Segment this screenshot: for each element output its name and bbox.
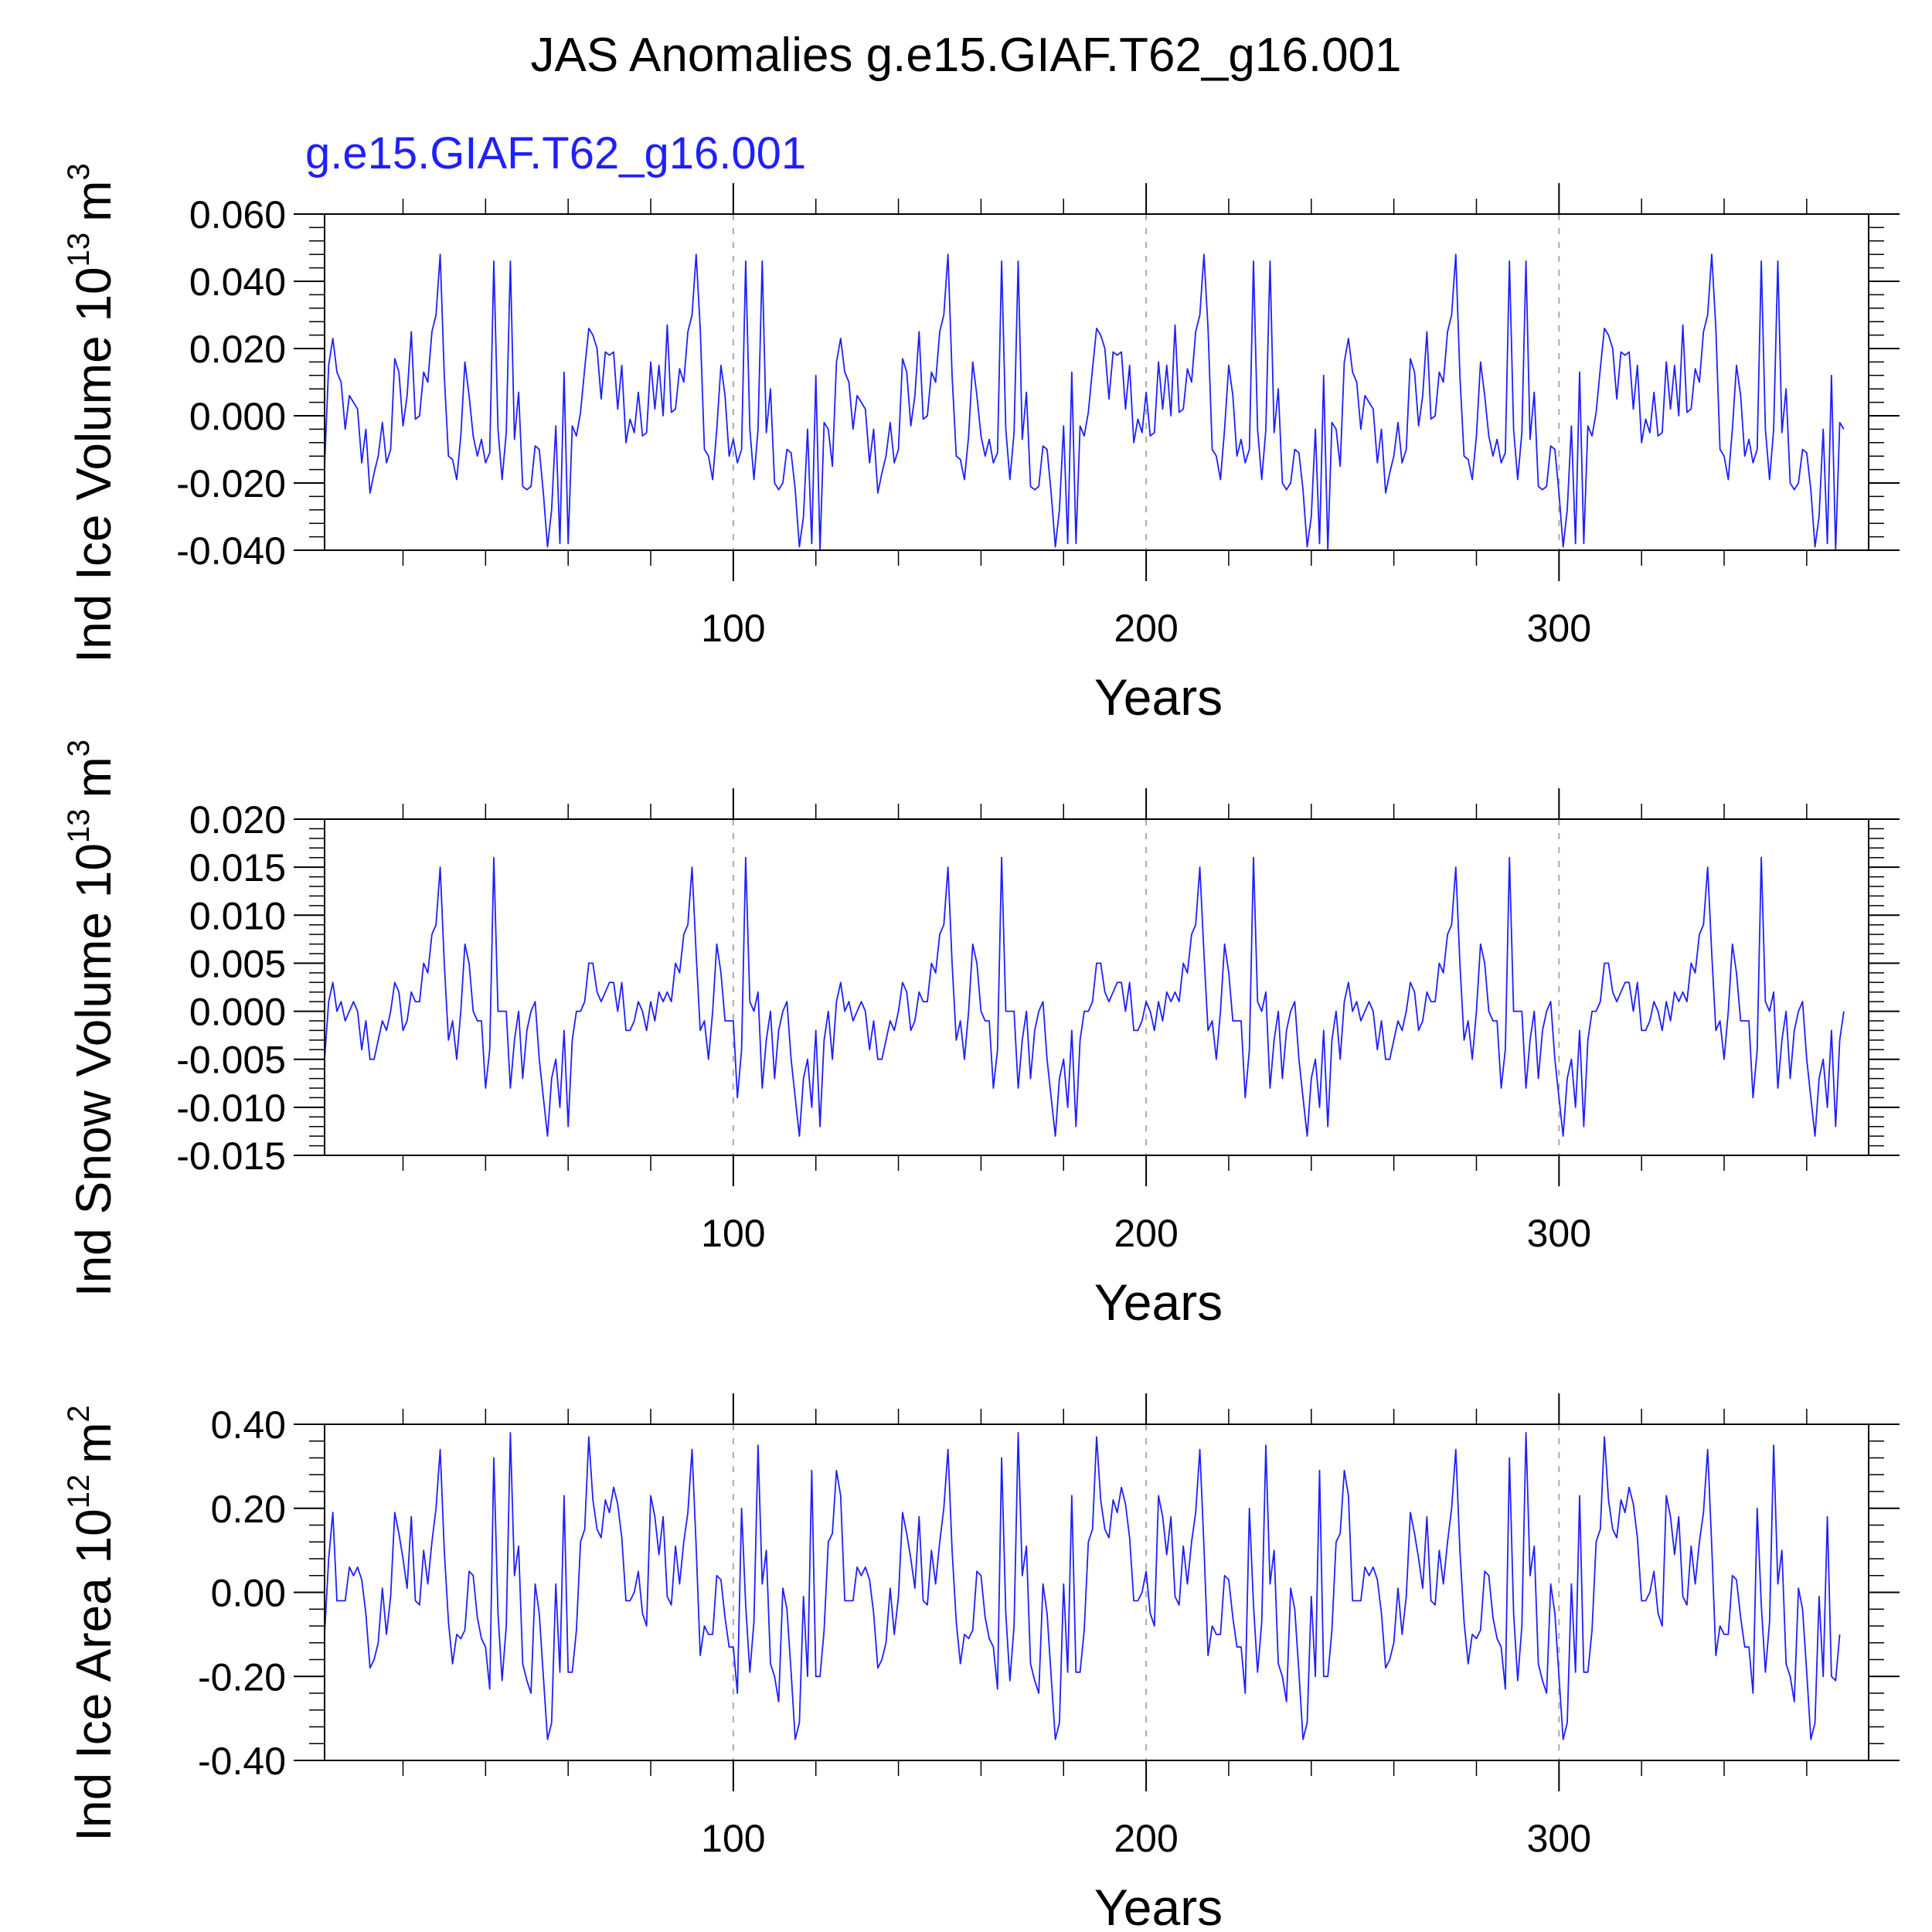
y-label-exponent: 13	[62, 233, 96, 267]
y-tick-label: 0.005	[189, 942, 286, 985]
panel-ice-area: -0.40 -0.20 0.00 0.20 0.40 100 200 300 Years Ind …	[62, 1393, 1900, 1932]
plot-frame	[324, 213, 1869, 551]
x-axis-label: Years	[1094, 668, 1223, 726]
x-tick-label: 200	[1114, 607, 1178, 650]
x-axis-label: Years	[1094, 1274, 1223, 1331]
x-tick-label: 100	[701, 1212, 765, 1255]
y-tick-label: -0.040	[176, 529, 286, 573]
y-label-main: Ind Snow Volume 10	[66, 843, 121, 1297]
x-tick-label: 200	[1114, 1212, 1178, 1255]
y-tick-label: 0.015	[189, 846, 286, 889]
y-label-unit: m	[66, 757, 121, 798]
y-tick-label: 0.010	[189, 894, 286, 937]
plot-frame	[324, 818, 1869, 1156]
figure-title: JAS Anomalies g.e15.GIAF.T62_g16.001	[530, 29, 1401, 82]
y-label-unit: m	[66, 181, 121, 222]
data-line-ice-area	[324, 1432, 1841, 1740]
y-label-unit: m	[66, 1422, 121, 1463]
x-axis-label: Years	[1094, 1879, 1223, 1932]
y-label-unit-exponent: 3	[62, 740, 96, 757]
y-tick-label: 0.20	[211, 1488, 286, 1531]
y-tick-label: 0.000	[189, 991, 286, 1034]
y-label-exponent: 12	[62, 1475, 96, 1509]
y-tick-label: 0.020	[189, 328, 286, 371]
y-tick-label: -0.20	[198, 1655, 286, 1699]
x-tick-label: 200	[1114, 1817, 1178, 1860]
y-label-main: Ind Ice Volume 10	[66, 267, 121, 662]
x-tick-label: 100	[701, 1817, 765, 1860]
y-label-unit-exponent: 2	[62, 1405, 96, 1422]
y-label-unit-exponent: 3	[62, 163, 96, 180]
y-tick-label: -0.015	[176, 1134, 286, 1178]
y-tick-label: -0.005	[176, 1039, 286, 1082]
y-axis-label: Ind Ice Area 1012 m2	[62, 1405, 121, 1842]
x-tick-label: 300	[1527, 1212, 1591, 1255]
case-label: g.e15.GIAF.T62_g16.001	[305, 128, 806, 179]
y-tick-label: -0.010	[176, 1087, 286, 1130]
x-tick-label: 300	[1527, 1817, 1591, 1860]
y-label-exponent: 13	[62, 809, 96, 844]
y-tick-label: 0.00	[211, 1572, 286, 1615]
y-tick-label: 0.020	[189, 798, 286, 842]
data-line-ice-volume	[324, 253, 1845, 551]
y-axis-label: Ind Snow Volume 1013 m3	[62, 740, 121, 1297]
x-tick-label: 300	[1527, 607, 1591, 650]
data-line-snow-volume	[324, 856, 1845, 1137]
y-tick-label: 0.060	[189, 193, 286, 236]
y-tick-label: -0.020	[176, 462, 286, 505]
y-tick-label: 0.040	[189, 260, 286, 304]
y-tick-label: 0.000	[189, 395, 286, 438]
y-label-main: Ind Ice Area 10	[66, 1509, 121, 1842]
x-tick-label: 100	[701, 607, 765, 650]
y-tick-label: -0.40	[198, 1740, 286, 1783]
panel-snow-volume: -0.015-0.010 -0.005 0.000 0.005 0.010 0.0150.…	[62, 740, 1900, 1331]
y-axis-label: Ind Ice Volume 1013 m3	[62, 163, 121, 662]
y-tick-label: 0.40	[211, 1403, 286, 1447]
panel-ice-volume: -0.040 -0.020 0.000 0.020 0.040 0.060 100 200 30…	[62, 163, 1900, 726]
